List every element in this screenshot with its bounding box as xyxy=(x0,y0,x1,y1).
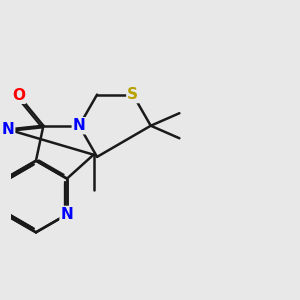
Text: N: N xyxy=(61,207,73,222)
Text: S: S xyxy=(128,87,138,102)
Text: N: N xyxy=(73,118,85,133)
Text: O: O xyxy=(12,88,25,103)
Text: N: N xyxy=(2,122,14,137)
